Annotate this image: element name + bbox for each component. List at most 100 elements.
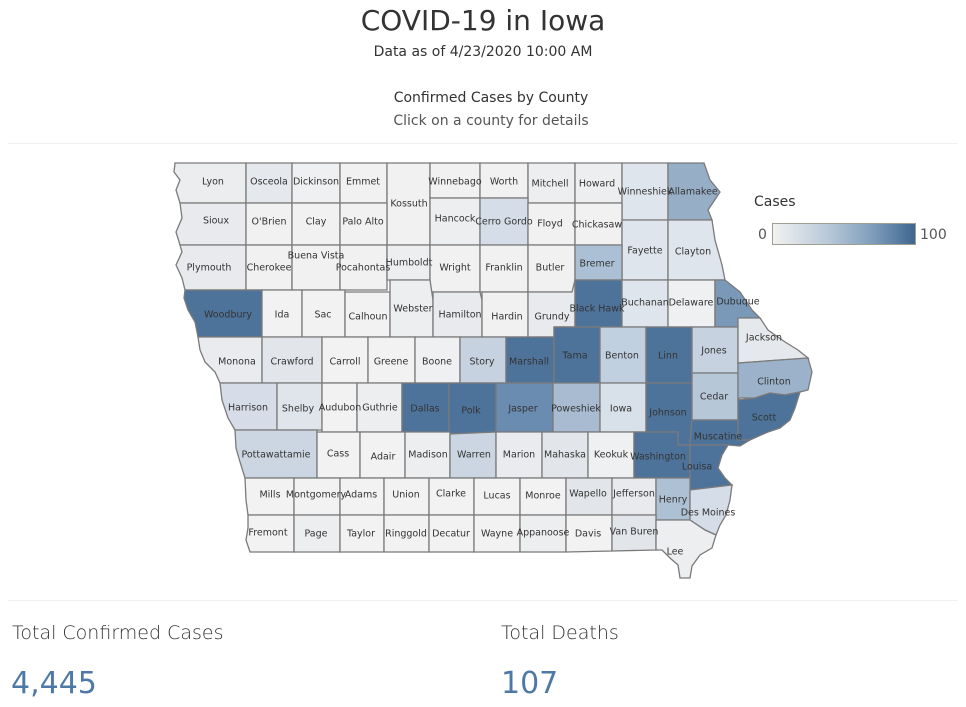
county-van-buren[interactable] [611, 514, 657, 552]
county-dickinson[interactable] [291, 162, 341, 204]
county-ida[interactable] [261, 289, 303, 338]
county-palo-alto[interactable] [339, 202, 388, 246]
county-mills[interactable] [244, 477, 295, 516]
county-fremont[interactable] [245, 514, 295, 553]
county-emmet[interactable] [339, 162, 388, 204]
county-plymouth[interactable] [175, 244, 247, 291]
county-wayne[interactable] [473, 514, 521, 553]
legend-color-ramp [772, 223, 916, 245]
county-davis[interactable] [565, 514, 613, 553]
county-mitchell[interactable] [527, 162, 576, 204]
county-marion[interactable] [495, 431, 543, 479]
county-iowa[interactable] [599, 382, 647, 433]
county-greene[interactable] [367, 336, 416, 384]
county-warren[interactable] [449, 431, 497, 479]
county-scott[interactable] [737, 391, 801, 441]
county-delaware[interactable] [667, 279, 716, 328]
page-title: COVID-19 in Iowa [360, 4, 606, 37]
county-keokuk[interactable] [587, 431, 635, 479]
county-hardin[interactable] [481, 291, 529, 338]
county-osceola[interactable] [245, 162, 293, 204]
county-buchanan[interactable] [621, 279, 669, 328]
county-adair[interactable] [359, 431, 406, 479]
county-jasper[interactable] [495, 382, 554, 433]
county-shelby[interactable] [276, 382, 323, 431]
county-humboldt[interactable] [386, 244, 431, 281]
county-linn[interactable] [645, 326, 693, 384]
county-harrison[interactable] [219, 382, 278, 431]
county-howard[interactable] [574, 162, 623, 204]
county-polk[interactable] [448, 382, 497, 435]
county-union[interactable] [383, 477, 430, 516]
county-hamilton[interactable] [432, 291, 483, 338]
county-carroll[interactable] [321, 336, 369, 384]
county-fayette[interactable] [621, 219, 669, 281]
county-taylor[interactable] [339, 514, 385, 553]
county-cherokee[interactable] [245, 244, 293, 291]
county-wapello[interactable] [565, 477, 613, 516]
county-appanoose[interactable] [519, 514, 567, 553]
county-jackson[interactable] [737, 317, 810, 364]
county-jefferson[interactable] [611, 477, 657, 516]
county-marshall[interactable] [505, 336, 555, 384]
county-dallas[interactable] [401, 382, 450, 433]
county-monroe[interactable] [519, 477, 567, 516]
county-poweshiek[interactable] [552, 382, 601, 433]
county-bremer[interactable] [574, 244, 623, 281]
county-audubon[interactable] [321, 382, 358, 433]
county-jones[interactable] [691, 326, 739, 374]
county-pottawattamie[interactable] [234, 429, 318, 479]
county-montgomery[interactable] [293, 477, 341, 516]
county-wright[interactable] [429, 244, 481, 293]
county-franklin[interactable] [479, 244, 529, 293]
county-page[interactable] [293, 514, 341, 553]
county-calhoun[interactable] [344, 291, 391, 338]
county-winnebago[interactable] [429, 162, 481, 199]
map-instructions: Click on a county for details [393, 113, 589, 129]
county-sioux[interactable] [175, 202, 247, 246]
county-hancock[interactable] [429, 197, 481, 246]
county-webster[interactable] [389, 279, 434, 338]
county-clay[interactable] [291, 202, 341, 246]
county-benton[interactable] [599, 326, 647, 384]
county-lyon[interactable] [173, 162, 247, 204]
county-louisa[interactable] [689, 444, 734, 491]
county-lee[interactable] [655, 519, 717, 579]
county-worth[interactable] [479, 162, 529, 199]
divider-bottom [8, 600, 958, 601]
county-butler[interactable] [527, 244, 576, 293]
data-timestamp: Data as of 4/23/2020 10:00 AM [373, 44, 593, 60]
county-floyd[interactable] [527, 202, 576, 246]
county-lucas[interactable] [473, 477, 521, 516]
county-crawford[interactable] [261, 336, 323, 384]
county-kossuth[interactable] [386, 162, 431, 246]
county-buena-vista[interactable] [291, 244, 341, 291]
county-cedar[interactable] [691, 372, 739, 421]
county-mahaska[interactable] [541, 431, 589, 479]
county-monona[interactable] [197, 336, 263, 384]
county-guthrie[interactable] [356, 382, 403, 433]
county-cass[interactable] [316, 431, 361, 479]
county-cerro-gordo[interactable] [479, 197, 529, 246]
county-allamakee[interactable] [667, 162, 721, 221]
county-tama[interactable] [553, 326, 601, 384]
total-deaths-value: 107 [501, 666, 559, 701]
iowa-county-map[interactable]: Lyon Osceola Dickinson EmmetKossuthWinnebag… [0, 150, 966, 590]
county-story[interactable] [459, 336, 507, 384]
county-adams[interactable] [339, 477, 385, 516]
total-deaths-label: Total Deaths [501, 622, 619, 644]
county-winneshiek[interactable] [621, 162, 669, 221]
county-ringgold[interactable] [383, 514, 430, 553]
county-decatur[interactable] [428, 514, 475, 553]
county-boone[interactable] [414, 336, 461, 384]
county-o-brien[interactable] [245, 202, 293, 246]
county-chickasaw[interactable] [574, 202, 623, 246]
county-sac[interactable] [301, 289, 346, 338]
county-woodbury[interactable] [183, 289, 263, 338]
county-clarke[interactable] [428, 477, 475, 516]
county-clayton[interactable] [667, 219, 726, 281]
county-pocahontas[interactable] [339, 244, 388, 291]
county-henry[interactable] [655, 477, 691, 521]
legend-max-label: 100 [920, 227, 947, 243]
county-madison[interactable] [404, 431, 451, 479]
